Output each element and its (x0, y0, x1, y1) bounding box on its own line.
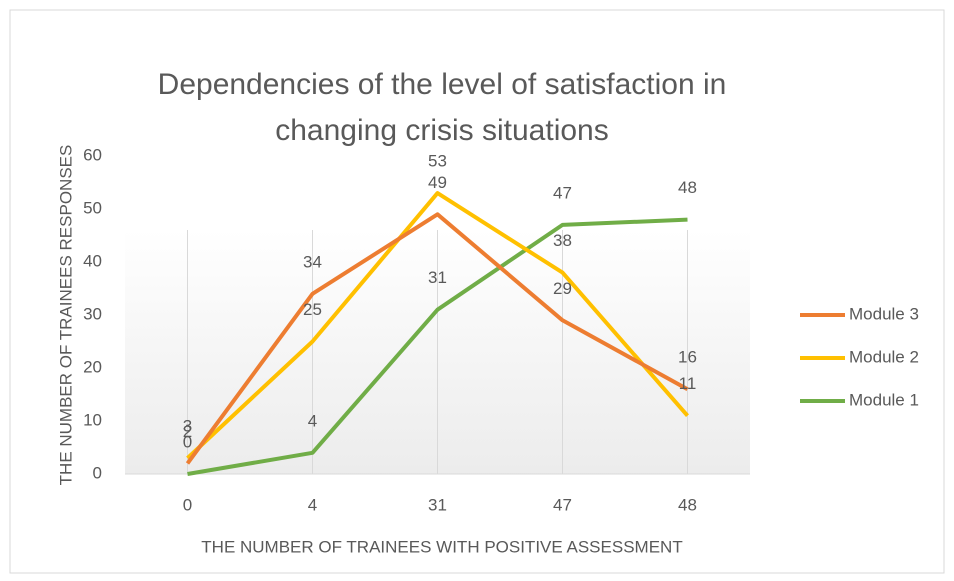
y-tick-label: 30 (83, 304, 102, 323)
y-axis-label: THE NUMBER OF TRAINEES RESPONSES (56, 145, 75, 486)
x-tick-label: 31 (428, 495, 447, 514)
legend-label: Module 3 (849, 304, 919, 323)
data-label: 29 (553, 279, 572, 298)
data-label: 49 (428, 173, 447, 192)
data-label: 25 (303, 300, 322, 319)
data-label: 34 (303, 252, 322, 271)
data-label: 3 (183, 417, 192, 436)
x-tick-label: 48 (678, 495, 697, 514)
series-line (187, 217, 688, 476)
y-tick-label: 40 (83, 251, 102, 270)
series-line (186, 191, 690, 460)
legend-label: Module 2 (849, 347, 919, 366)
data-label: 4 (308, 411, 317, 430)
y-tick-label: 0 (93, 463, 102, 482)
y-tick-label: 10 (83, 410, 102, 429)
chart-title: Dependencies of the level of satisfactio… (157, 68, 727, 147)
data-label: 47 (553, 183, 572, 202)
x-tick-label: 47 (553, 495, 572, 514)
data-label: 31 (428, 268, 447, 287)
x-tick-label: 0 (183, 495, 192, 514)
data-label: 0 (183, 432, 192, 451)
y-tick-label: 60 (83, 145, 102, 164)
data-label: 2 (183, 422, 192, 441)
data-label: 11 (679, 374, 697, 393)
data-label: 38 (553, 231, 572, 250)
legend-label: Module 1 (849, 390, 919, 409)
x-tick-label: 4 (308, 495, 317, 514)
y-tick-label: 50 (83, 198, 102, 217)
data-label: 53 (428, 152, 447, 171)
y-tick-label: 20 (83, 357, 102, 376)
data-label: 48 (678, 178, 697, 197)
x-axis-label: THE NUMBER OF TRAINEES WITH POSITIVE ASS… (201, 537, 682, 556)
data-label: 16 (678, 348, 697, 367)
series-line (185, 212, 689, 465)
